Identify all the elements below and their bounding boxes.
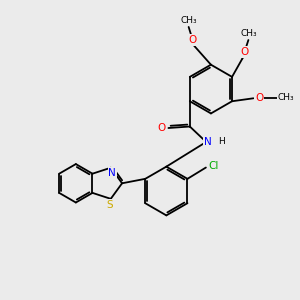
Text: O: O — [241, 47, 249, 57]
Text: S: S — [106, 200, 112, 210]
Text: O: O — [255, 93, 263, 103]
Text: N: N — [108, 168, 116, 178]
Text: N: N — [204, 137, 212, 147]
Text: H: H — [218, 137, 225, 146]
Text: O: O — [188, 35, 196, 45]
Text: CH₃: CH₃ — [180, 16, 197, 25]
Text: CH₃: CH₃ — [277, 93, 294, 102]
Text: CH₃: CH₃ — [240, 29, 257, 38]
Text: O: O — [158, 123, 166, 133]
Text: Cl: Cl — [209, 161, 219, 171]
